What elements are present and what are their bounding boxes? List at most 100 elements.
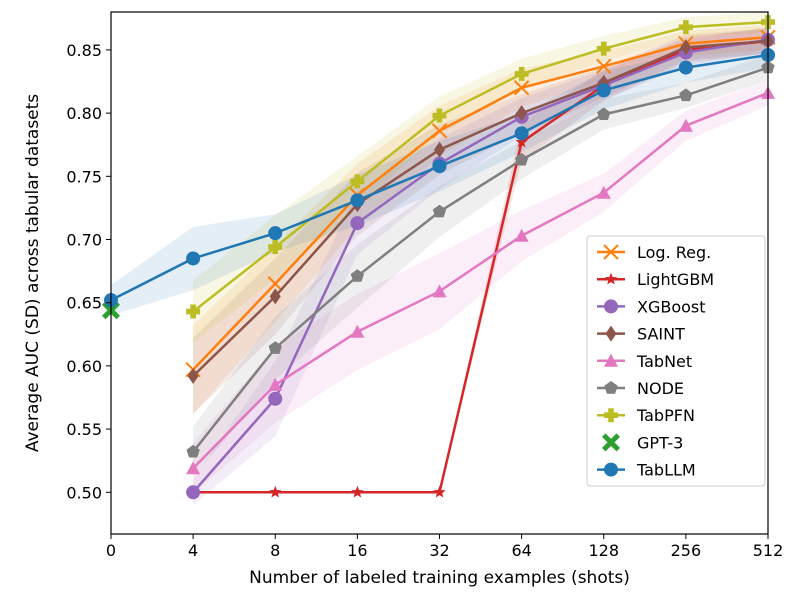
data-point-node-64 [515,152,529,166]
sd-band-tabnet [193,80,768,494]
y-axis-label: Average AUC (SD) across tabular datasets [23,94,43,452]
data-point-saint-8 [269,288,281,305]
x-tick-label: 128 [588,541,619,560]
legend-label-node: NODE [637,379,684,398]
data-point-tabnet-8 [268,377,283,391]
x-tick-label: 0 [106,541,116,560]
x-axis: 0 4 8 16 32 64 128 256 512 [106,534,783,560]
data-point-node-128 [597,107,611,120]
data-point-saint-32 [434,141,445,158]
data-point-tabllm-32 [432,159,447,174]
y-axis: 0.50 0.55 0.60 0.65 0.70 0.75 0.80 0.85 [66,41,111,502]
data-point-node-32 [432,204,447,218]
data-point-tabllm-256 [678,60,693,75]
data-point-tabpfn-128 [596,41,611,56]
y-tick-label: 0.60 [66,357,102,376]
sd-band-node [193,54,768,478]
legend-marker-node [604,381,618,394]
x-tick-label: 64 [511,541,531,560]
data-point-tabllm-128 [596,83,611,98]
series-line-xgboost [192,38,769,494]
legend-label-tabnet: TabNet [636,352,692,371]
data-point-xgboost-16 [350,216,365,231]
sd-band-xgboost [193,27,768,505]
legend-marker-lightgbm [604,272,618,285]
y-tick-label: 0.65 [66,294,102,313]
x-tick-label: 256 [671,541,702,560]
data-point-tabpfn-16 [350,174,365,189]
legend-marker-tabnet [604,353,618,367]
legend: Log. Reg. LightGBM XGBoost SAINT TabNet NODE T… [586,235,766,487]
data-point-node-16 [350,269,364,282]
data-point-tabnet-128 [596,185,611,199]
data-point-log-reg-8 [267,276,283,292]
x-tick-label: 32 [429,541,449,560]
data-point-log-reg-32 [431,123,448,139]
y-tick-label: 0.75 [66,167,102,186]
data-point-tabpfn-256 [678,20,693,35]
data-point-lightgbm-8 [269,485,282,498]
data-point-saint-256 [680,39,692,56]
series-line-log-reg [192,36,769,371]
legend-label-xgboost: XGBoost [637,297,706,316]
data-point-lightgbm-16 [351,485,364,498]
series-line-tabnet [192,91,769,470]
legend-marker-xgboost [604,299,618,314]
data-point-node-8 [268,341,282,354]
data-point-lightgbm-32 [433,485,446,498]
data-point-tabnet-32 [432,284,447,298]
data-point-xgboost-8 [268,391,283,406]
legend-label-lightgbm: LightGBM [637,270,714,289]
x-axis-label: Number of labeled training examples (sho… [249,568,630,588]
x-tick-label: 16 [347,541,367,560]
x-tick-label: 512 [753,541,784,560]
data-point-tabnet-64 [514,228,529,242]
data-point-saint-4 [187,368,199,385]
series-saint [187,33,774,385]
data-point-tabpfn-64 [514,66,529,81]
data-point-log-reg-64 [513,80,530,96]
legend-marker-gpt-3 [602,433,620,452]
y-tick-label: 0.85 [66,41,102,60]
data-point-tabllm-4 [186,251,201,266]
legend-box [586,235,766,487]
data-point-tabllm-16 [350,193,365,208]
data-point-tabnet-4 [186,461,201,475]
data-point-log-reg-128 [596,58,612,75]
data-point-tabllm-64 [514,126,529,141]
series-tabllm [104,47,775,308]
series-line-node [192,66,769,453]
legend-marker-tabllm [604,462,618,477]
x-tick-label: 8 [270,541,280,560]
legend-marker-saint [605,325,617,342]
x-tick-label: 4 [188,541,198,560]
sd-band-tabpfn [193,12,768,344]
series-line-lightgbm [193,39,769,494]
data-point-xgboost-4 [186,485,201,500]
data-point-tabpfn-8 [268,240,283,255]
y-tick-label: 0.55 [66,420,102,439]
data-point-node-4 [186,444,200,458]
data-point-tabpfn-32 [432,108,447,123]
y-tick-label: 0.80 [66,104,102,123]
series-line-tabpfn [192,20,769,313]
legend-label-tabpfn: TabPFN [636,406,695,425]
data-point-lightgbm-64 [515,135,528,148]
data-point-tabnet-16 [350,324,365,338]
legend-label-saint: SAINT [637,325,685,344]
series-line-saint [192,39,769,377]
legend-label-gpt-3: GPT-3 [637,433,683,452]
y-tick-label: 0.50 [66,483,102,502]
legend-label-log-reg: Log. Reg. [637,243,711,262]
legend-marker-log-reg [603,244,619,260]
data-point-saint-64 [516,105,528,122]
data-point-node-256 [679,88,693,102]
data-point-tabllm-8 [268,226,283,241]
y-tick-label: 0.70 [66,231,102,250]
data-point-tabnet-256 [678,118,693,132]
data-point-tabpfn-4 [186,304,201,319]
legend-label-tabllm: TabLLM [636,461,696,480]
legend-marker-tabpfn [604,408,618,423]
series-tabnet [186,85,775,475]
